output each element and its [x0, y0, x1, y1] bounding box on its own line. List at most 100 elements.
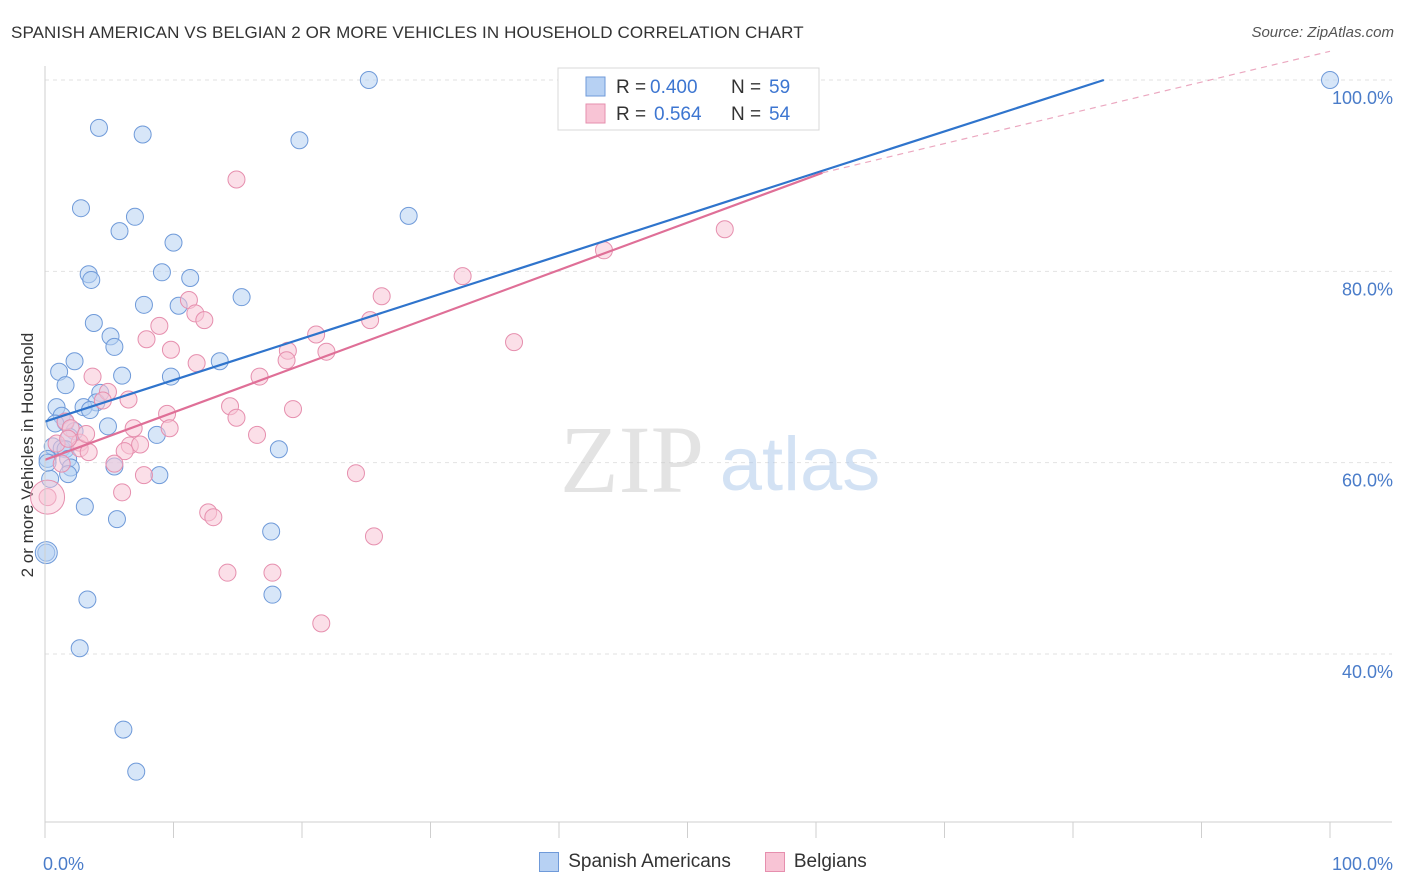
spanish-american-point-8	[110, 222, 129, 241]
watermark-atlas: atlas	[720, 422, 881, 507]
spanish-american-point-7	[399, 206, 418, 225]
spanish-american-point-3	[133, 125, 152, 144]
spanish-american-point-53	[78, 590, 97, 609]
stat-legend-n-label-2: N =	[731, 104, 761, 125]
belgian-point-20	[83, 367, 102, 386]
x-tick-label-0: 0.0%	[43, 854, 84, 874]
spanish-american-point-41	[269, 440, 288, 459]
stat-legend-swatch-pink	[585, 103, 606, 124]
spanish-american-point-1	[1321, 71, 1339, 89]
tick-label-layer: 40.0% 60.0% 80.0% 100.0% 0.0% 100.0%	[43, 88, 1393, 874]
spanish-american-point-24	[113, 366, 132, 385]
spanish-american-point-13	[181, 269, 200, 288]
stat-legend-r-label-1: R =	[616, 77, 646, 98]
legend-swatch-blue	[539, 852, 560, 872]
belgian-point-12	[137, 330, 156, 349]
belgian-point-17	[277, 351, 296, 370]
belgian-point-26	[227, 408, 246, 427]
spanish-american-point-0	[359, 71, 378, 89]
belgian-point-42	[134, 466, 153, 485]
legend-label-belgians: Belgians	[793, 851, 867, 872]
belgian-point-39	[105, 454, 124, 473]
spanish-american-point-11	[152, 263, 171, 282]
spanish-american-point-25	[56, 376, 75, 395]
spanish-american-point-57	[127, 762, 146, 781]
legend-item-spanish-americans[interactable]: Spanish Americans	[539, 851, 731, 873]
spanish-american-point-9	[164, 233, 183, 252]
stat-legend-r-value-1: 0.400	[650, 77, 698, 98]
belgian-point-35	[131, 435, 150, 454]
spanish-american-point-5	[71, 199, 90, 218]
belgian-trendline-extension	[822, 50, 1331, 174]
belgian-point-4	[453, 267, 472, 286]
spanish-american-point-22	[161, 367, 180, 386]
spanish-american-point-50	[107, 510, 126, 529]
belgian-point-48	[218, 563, 237, 582]
legend-label-spanish-americans: Spanish Americans	[568, 851, 731, 872]
belgian-point-18	[187, 354, 206, 373]
spanish-american-point-56	[114, 720, 133, 739]
spanish-american-point-19	[105, 337, 124, 356]
belgian-point-44	[113, 483, 132, 502]
spanish-american-point-51	[262, 522, 281, 541]
belgian-point-38	[115, 442, 134, 461]
stat-legend-n-value-1: 59	[769, 77, 790, 98]
stat-legend-swatch-blue	[585, 76, 606, 97]
stat-legend-r-value-2: 0.564	[654, 104, 702, 125]
spanish-american-point-47	[150, 466, 169, 485]
belgian-point-52	[59, 429, 78, 448]
belgian-point-24	[284, 400, 303, 419]
belgian-point-41	[346, 464, 365, 483]
stat-legend-n-label-1: N =	[731, 77, 761, 98]
chart-title: SPANISH AMERICAN VS BELGIAN 2 OR MORE VE…	[11, 23, 804, 42]
chart-source: Source: ZipAtlas.com	[1251, 24, 1394, 41]
spanish-american-point-49	[75, 497, 94, 516]
legend-swatch-pink	[764, 852, 785, 872]
spanish-american-point-6	[125, 207, 144, 226]
points-layer	[30, 71, 1339, 781]
legend-item-belgians[interactable]: Belgians	[764, 851, 867, 873]
spanish-american-point-large	[34, 541, 58, 565]
spanish-american-point-12	[82, 270, 101, 289]
trend-layer	[44, 50, 1331, 461]
y-tick-label-2: 80.0%	[1342, 279, 1393, 299]
y-tick-label-0: 40.0%	[1342, 662, 1393, 682]
belgian-point-2	[715, 220, 734, 239]
belgian-point-1	[227, 170, 246, 189]
spanish-american-point-34	[98, 417, 117, 436]
x-tick-label-1: 100.0%	[1332, 854, 1393, 874]
spanish-american-point-16	[134, 295, 153, 314]
belgian-point-large	[30, 479, 66, 515]
spanish-american-point-14	[232, 288, 251, 307]
bottom-legend: Spanish Americans Belgians	[0, 851, 1406, 873]
belgian-point-13	[505, 333, 524, 352]
belgian-point-43	[38, 488, 57, 507]
watermark-zip: ZIP	[560, 406, 704, 513]
belgian-point-8	[195, 311, 214, 330]
belgian-point-46	[204, 508, 223, 527]
watermark: ZIP atlas	[560, 406, 880, 513]
spanish-american-point-21	[65, 352, 84, 371]
stat-legend-r-label-2: R =	[616, 104, 646, 125]
belgian-point-40	[52, 454, 71, 473]
spanish-american-point-17	[84, 313, 103, 332]
spanish-american-trendline	[44, 78, 1105, 423]
belgian-point-5	[372, 287, 391, 306]
grid-layer	[45, 79, 1392, 655]
spanish-american-point-55	[70, 639, 89, 658]
y-tick-label-3: 100.0%	[1332, 88, 1393, 108]
belgian-point-14	[161, 340, 180, 359]
stat-legend: R = 0.400 N = 59 R = 0.564 N = 54	[557, 67, 820, 131]
belgian-point-30	[160, 419, 179, 438]
spanish-american-point-54	[263, 585, 282, 604]
belgian-point-50	[312, 614, 331, 633]
spanish-american-point-4	[290, 131, 309, 150]
belgian-trendline	[44, 171, 823, 461]
belgian-point-47	[364, 527, 383, 546]
belgian-point-53	[77, 424, 96, 443]
spanish-american-point-2	[89, 118, 108, 137]
belgian-point-31	[248, 425, 267, 444]
axis-layer	[44, 66, 1392, 838]
belgian-point-10	[150, 316, 169, 335]
